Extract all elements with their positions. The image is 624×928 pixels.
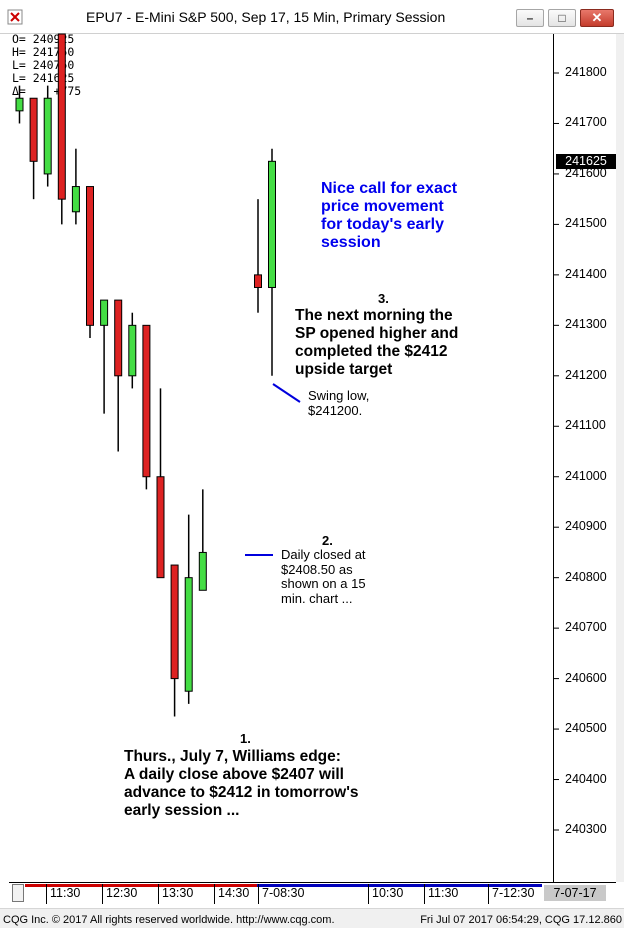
ohlc-readout: O= 240925 H= 241750 L= 240750 L= 241625 … — [12, 33, 81, 98]
annotation-2-line: Daily closed at — [281, 547, 366, 562]
x-tick-separator — [214, 884, 215, 904]
time-scroll-thumb[interactable] — [12, 884, 24, 902]
y-tick-label: 240900 — [565, 519, 607, 534]
x-tick-separator — [368, 884, 369, 904]
x-tick-label: 11:30 — [428, 886, 459, 900]
annotation-call-line: price movement — [321, 198, 444, 215]
annotation-swing-low: Swing low, $241200. — [308, 388, 370, 418]
y-tick-label: 240700 — [565, 620, 607, 635]
annotation-1-line: advance to $2412 in tomorrow's — [124, 784, 359, 801]
annotation-3-line: completed the $2412 — [295, 343, 448, 360]
ohlc-change: Δ= +775 — [12, 84, 82, 98]
y-tick-label: 240500 — [565, 721, 607, 736]
y-tick-label: 241600 — [565, 165, 607, 180]
y-tick-label: 241100 — [565, 418, 606, 433]
annotation-call-line: session — [321, 234, 381, 251]
y-tick-label: 241800 — [565, 65, 607, 79]
minimize-icon: – — [526, 11, 534, 25]
y-tick-label: 241700 — [565, 115, 607, 130]
time-axis[interactable] — [9, 882, 616, 904]
y-tick-label: 241200 — [565, 367, 607, 382]
annotation-call: Nice call for exact price movement for t… — [321, 180, 457, 252]
annotation-2: Daily closed at $2408.50 as shown on a 1… — [281, 547, 366, 606]
close-icon: ✕ — [591, 10, 603, 25]
title-bar[interactable]: EPU7 - E-Mini S&P 500, Sep 17, 15 Min, P… — [0, 0, 624, 34]
y-tick-label: 240800 — [565, 569, 607, 584]
y-tick-label: 241000 — [565, 468, 607, 483]
window-title: EPU7 - E-Mini S&P 500, Sep 17, 15 Min, P… — [86, 9, 446, 25]
annotation-1-number: 1. — [240, 731, 251, 746]
close-button[interactable]: ✕ — [580, 9, 614, 27]
y-tick-label: 241500 — [565, 216, 607, 231]
current-session-band — [257, 884, 542, 887]
x-tick-label: 7-08:30 — [262, 886, 305, 900]
price-axis[interactable] — [554, 34, 616, 882]
y-tick-label: 240300 — [565, 822, 607, 836]
x-tick-label: 13:30 — [162, 886, 194, 900]
annotation-3-line: SP opened higher and — [295, 325, 459, 342]
annotation-swing-line: $241200. — [308, 402, 363, 418]
annotation-2-line: min. chart ... — [281, 590, 353, 606]
prior-session-band — [25, 884, 257, 887]
x-tick-label: 10:30 — [372, 886, 404, 900]
x-tick-separator — [102, 884, 103, 904]
annotation-3-number: 3. — [378, 291, 389, 306]
annotation-3: The next morning the SP opened higher an… — [295, 307, 458, 379]
x-tick-label: 11:30 — [50, 886, 81, 900]
x-tick-separator — [488, 884, 489, 904]
annotation-2-number: 2. — [322, 533, 333, 548]
annotation-1-line: A daily close above $2407 will — [124, 766, 344, 783]
x-tick-separator — [424, 884, 425, 904]
last-price-marker: 241625 — [556, 154, 616, 169]
minimize-button[interactable]: – — [516, 9, 544, 27]
app-icon — [7, 9, 23, 25]
annotation-2-line: $2408.50 as — [281, 561, 353, 577]
copyright-text: CQG Inc. © 2017 All rights reserved worl… — [3, 914, 335, 926]
x-tick-label: 12:30 — [106, 886, 138, 900]
y-tick-label: 241400 — [565, 266, 607, 281]
status-footer: CQG Inc. © 2017 All rights reserved worl… — [0, 908, 624, 928]
x-tick-separator — [258, 884, 259, 904]
y-tick-label: 241300 — [565, 317, 607, 332]
annotation-3-line: upside target — [295, 361, 393, 378]
annotation-3-line: The next morning the — [295, 307, 453, 324]
chart-plot-area[interactable] — [9, 34, 554, 882]
date-label: 7-07-17 — [544, 885, 606, 901]
x-tick-separator — [46, 884, 47, 904]
annotation-call-line: for today's early — [321, 216, 444, 233]
annotation-1: Thurs., July 7, Williams edge: A daily c… — [124, 748, 359, 820]
maximize-button[interactable]: □ — [548, 9, 576, 27]
annotation-call-line: Nice call for exact — [321, 180, 458, 197]
y-tick-label: 240400 — [565, 771, 607, 786]
x-tick-label: 7-12:30 — [492, 886, 535, 900]
annotation-2-line: shown on a 15 — [281, 576, 366, 591]
annotation-1-line: early session ... — [124, 802, 240, 819]
maximize-icon: □ — [558, 11, 566, 25]
timestamp-text: Fri Jul 07 2017 06:54:29, CQG 17.12.860 — [420, 914, 622, 926]
x-tick-separator — [158, 884, 159, 904]
annotation-1-line: Thurs., July 7, Williams edge: — [124, 748, 341, 765]
y-tick-label: 240600 — [565, 670, 607, 685]
x-tick-label: 14:30 — [218, 886, 250, 900]
right-edge — [616, 34, 624, 882]
annotation-swing-line: Swing low, — [308, 388, 370, 403]
